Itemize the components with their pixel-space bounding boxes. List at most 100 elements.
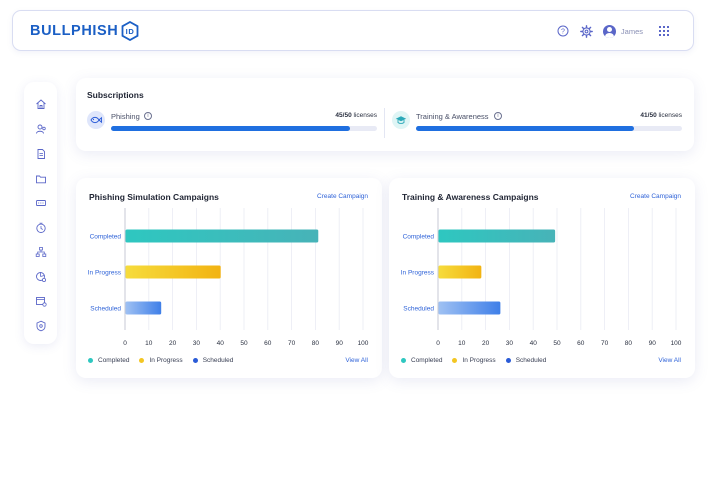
sidebar xyxy=(24,82,57,344)
category-label: Scheduled xyxy=(403,305,434,312)
subscription-phishing: Phishing i 45/50 licenses xyxy=(87,111,377,137)
category-label: Scheduled xyxy=(90,305,121,312)
legend-item-scheduled: Scheduled xyxy=(192,357,234,364)
document-icon[interactable] xyxy=(34,147,47,160)
chart-legend: Completed In Progress Scheduled xyxy=(88,357,243,364)
tick-label: 30 xyxy=(506,340,514,347)
legend-label: Completed xyxy=(411,357,443,364)
fish-hook-icon xyxy=(87,111,105,129)
tick-label: 10 xyxy=(458,340,466,347)
tick-label: 80 xyxy=(312,340,320,347)
view-all-link[interactable]: View All xyxy=(658,357,681,364)
legend-label: In Progress xyxy=(462,357,496,364)
svg-text:ID: ID xyxy=(126,27,135,36)
license-progress-fill xyxy=(416,126,635,131)
phishing-campaigns-chart: 0 10 20 30 40 50 60 70 80 90 100 Completed In Progre… xyxy=(88,208,369,347)
folder-icon[interactable] xyxy=(34,172,47,185)
phishing-campaigns-card: Phishing Simulation Campaigns Create Cam… xyxy=(76,178,382,378)
card-title: Phishing Simulation Campaigns xyxy=(89,192,219,202)
legend-swatch xyxy=(452,358,458,363)
svg-text:?: ? xyxy=(561,29,565,36)
users-icon[interactable] xyxy=(34,122,47,135)
tick-label: 90 xyxy=(336,340,344,347)
legend-item-in-progress: In Progress xyxy=(139,357,183,364)
tick-label: 60 xyxy=(264,340,272,347)
category-label: In Progress xyxy=(88,269,122,276)
subscriptions-card: Subscriptions Phishing i 45/50 licenses … xyxy=(76,78,694,151)
tick-label: 100 xyxy=(671,340,682,347)
graduation-cap-icon xyxy=(392,111,410,129)
license-progress-bar xyxy=(416,126,682,131)
bar-scheduled xyxy=(125,301,162,315)
legend-swatch xyxy=(505,358,511,363)
tick-label: 90 xyxy=(649,340,657,347)
tick-label: 50 xyxy=(553,340,561,347)
gear-icon[interactable] xyxy=(579,23,595,39)
subscription-name: Phishing xyxy=(111,112,140,121)
bar-in-progress xyxy=(438,265,482,279)
logo-text: BULLPHISH xyxy=(30,23,119,39)
avatar xyxy=(602,24,616,38)
subscription-name: Training & Awareness xyxy=(416,112,489,121)
logo[interactable]: BULLPHISH ID xyxy=(30,21,139,41)
legend-item-scheduled: Scheduled xyxy=(505,357,546,364)
report-gear-icon[interactable] xyxy=(34,270,47,283)
legend-swatch xyxy=(192,358,198,363)
tick-label: 0 xyxy=(436,340,440,347)
legend-label: Completed xyxy=(98,357,130,364)
create-campaign-link[interactable]: Create Campaign xyxy=(317,193,368,200)
tick-label: 100 xyxy=(358,340,369,347)
bar-scheduled xyxy=(438,301,501,315)
help-circle-icon[interactable]: ? xyxy=(555,23,571,39)
tick-label: 30 xyxy=(193,340,201,347)
email-template-icon[interactable] xyxy=(34,196,47,209)
tick-label: 80 xyxy=(625,340,633,347)
legend-swatch xyxy=(139,358,145,363)
legend-swatch xyxy=(88,358,93,363)
training-campaigns-chart: 0 10 20 30 40 50 60 70 80 90 100 Completed In Progre… xyxy=(401,208,682,347)
calendar-settings-icon[interactable] xyxy=(34,294,47,307)
subscription-training: Training & Awareness i 41/50 licenses xyxy=(392,111,682,137)
tick-label: 70 xyxy=(288,340,296,347)
category-label: Completed xyxy=(90,233,122,240)
grid-apps-icon[interactable] xyxy=(659,26,669,36)
bar-in-progress xyxy=(125,265,221,279)
license-count: 41/50 licenses xyxy=(640,112,682,119)
tick-label: 60 xyxy=(577,340,585,347)
bar-completed xyxy=(438,229,556,243)
shield-settings-icon[interactable] xyxy=(34,319,47,332)
category-label: Completed xyxy=(403,233,435,240)
bar-completed xyxy=(125,229,319,243)
top-bar: BULLPHISH ID ? xyxy=(12,10,694,51)
user-menu[interactable]: James xyxy=(602,24,643,38)
user-name: James xyxy=(620,26,643,36)
license-count: 45/50 licenses xyxy=(335,112,377,119)
clock-icon[interactable] xyxy=(34,221,47,234)
tick-label: 50 xyxy=(240,340,248,347)
tick-label: 70 xyxy=(601,340,609,347)
tick-label: 20 xyxy=(169,340,177,347)
tick-label: 40 xyxy=(530,340,538,347)
subscriptions-title: Subscriptions xyxy=(87,90,144,100)
card-title: Training & Awareness Campaigns xyxy=(402,192,539,202)
training-campaigns-card: Training & Awareness Campaigns Create Ca… xyxy=(389,178,695,378)
home-icon[interactable] xyxy=(34,97,47,110)
category-label: In Progress xyxy=(401,269,435,276)
tick-label: 10 xyxy=(145,340,153,347)
info-icon[interactable]: i xyxy=(144,112,152,120)
view-all-link[interactable]: View All xyxy=(345,357,368,364)
legend-label: In Progress xyxy=(149,357,183,364)
tick-label: 20 xyxy=(482,340,490,347)
legend-item-completed: Completed xyxy=(88,357,129,364)
create-campaign-link[interactable]: Create Campaign xyxy=(630,193,681,200)
legend-item-in-progress: In Progress xyxy=(452,357,496,364)
license-progress-bar xyxy=(111,126,377,131)
legend-swatch xyxy=(401,358,406,363)
info-icon[interactable]: i xyxy=(494,112,502,120)
divider xyxy=(384,108,385,138)
logo-badge-icon: ID xyxy=(121,21,139,41)
legend-label: Scheduled xyxy=(202,357,234,364)
license-progress-fill xyxy=(111,126,351,131)
tick-label: 0 xyxy=(123,340,127,347)
org-chart-icon[interactable] xyxy=(34,245,47,258)
